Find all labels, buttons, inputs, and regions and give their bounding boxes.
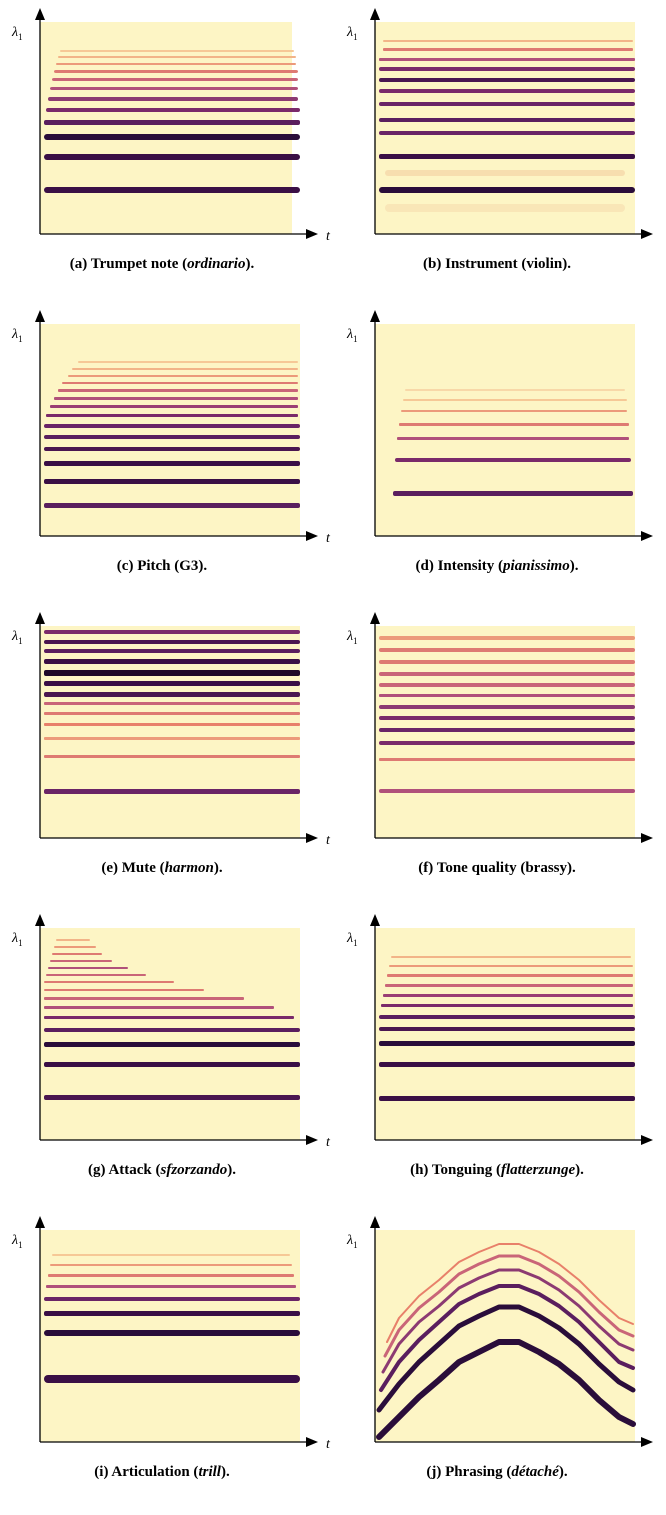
panel-f: λ1 (f) Tone quality (brassy). (337, 608, 657, 898)
axes: λ1 (346, 914, 653, 1145)
spectrogram-j: λ1 (346, 1216, 653, 1447)
spectrogram-d: λ1 (346, 310, 653, 541)
harmonic-bands (379, 40, 635, 212)
harmonic-bands (44, 939, 300, 1100)
spectrogram-b: λ1 (346, 8, 653, 239)
axes: λ1 (346, 1216, 653, 1447)
panel-e: λ1 t (e) Mute (harmon). (2, 608, 331, 898)
panel-g: λ1 t (g) Attack (sfzorzando). (2, 910, 331, 1200)
svg-text:λ1: λ1 (11, 327, 23, 344)
axes: λ1 t (11, 914, 331, 1150)
panel-j: λ1 (j) Phrasing (détaché). (337, 1212, 657, 1502)
svg-text:λ1: λ1 (346, 25, 358, 42)
axes: λ1 t (11, 8, 331, 244)
panel-b: λ1 (b) Instrument (violin). (337, 4, 657, 294)
panel-h: λ1 (h) Tonguing (flatterzunge). (337, 910, 657, 1200)
harmonic-bands (393, 389, 633, 496)
panel-i: λ1 t (i) Articulation (trill). (2, 1212, 331, 1502)
axes: λ1 (346, 8, 653, 239)
svg-text:t: t (326, 531, 331, 546)
caption-i: (i) Articulation (trill). (94, 1464, 230, 1480)
spectrogram-f: λ1 (346, 612, 653, 843)
axes: λ1 t (11, 612, 331, 848)
axes: λ1 (346, 310, 653, 541)
panel-a: λ1 t (a) Trumpet note (ordinario). (2, 4, 331, 294)
caption-d: (d) Intensity (pianissimo). (415, 558, 579, 574)
svg-text:t: t (326, 1135, 331, 1150)
harmonic-bands (376, 1243, 636, 1440)
svg-text:λ1: λ1 (11, 629, 23, 646)
plot-area (40, 22, 292, 234)
svg-text:t: t (326, 833, 331, 848)
spectrogram-e: λ1 t (11, 612, 331, 848)
panel-c: λ1 t (c) Pitch (G3). (2, 306, 331, 596)
svg-text:λ1: λ1 (346, 1233, 358, 1250)
svg-text:λ1: λ1 (346, 629, 358, 646)
svg-text:λ1: λ1 (346, 327, 358, 344)
spectrogram-i: λ1 t (11, 1216, 331, 1452)
caption-e: (e) Mute (harmon). (101, 860, 223, 876)
axes: λ1 (346, 612, 653, 843)
axes: λ1 t (11, 310, 331, 546)
harmonic-bands (44, 50, 300, 193)
caption-a: (a) Trumpet note (ordinario). (69, 256, 255, 272)
harmonic-bands (44, 1254, 300, 1383)
caption-c: (c) Pitch (G3). (116, 558, 208, 574)
harmonic-bands (44, 630, 300, 794)
harmonic-bands (379, 636, 635, 793)
spectrogram-g: λ1 t (11, 914, 331, 1150)
spectrogram-a: λ1 t (11, 8, 331, 244)
caption-j: (j) Phrasing (détaché). (426, 1464, 568, 1480)
spectrogram-c: λ1 t (11, 310, 331, 546)
x-axis-label: t (326, 229, 331, 244)
svg-text:λ1: λ1 (11, 931, 23, 948)
panel-d: λ1 (d) Intensity (pianissimo). (337, 306, 657, 596)
caption-g: (g) Attack (sfzorzando). (88, 1162, 236, 1178)
harmonic-bands (379, 956, 635, 1101)
caption-h: (h) Tonguing (flatterzunge). (410, 1162, 584, 1178)
caption-b: (b) Instrument (violin). (423, 256, 571, 272)
harmonic-bands (44, 361, 300, 508)
svg-text:λ1: λ1 (11, 1233, 23, 1250)
spectrogram-h: λ1 (346, 914, 653, 1145)
svg-text:t: t (326, 1437, 331, 1452)
axes: λ1 t (11, 1216, 331, 1452)
caption-f: (f) Tone quality (brassy). (418, 860, 576, 876)
svg-text:λ1: λ1 (346, 931, 358, 948)
y-axis-label: λ1 (11, 25, 23, 42)
